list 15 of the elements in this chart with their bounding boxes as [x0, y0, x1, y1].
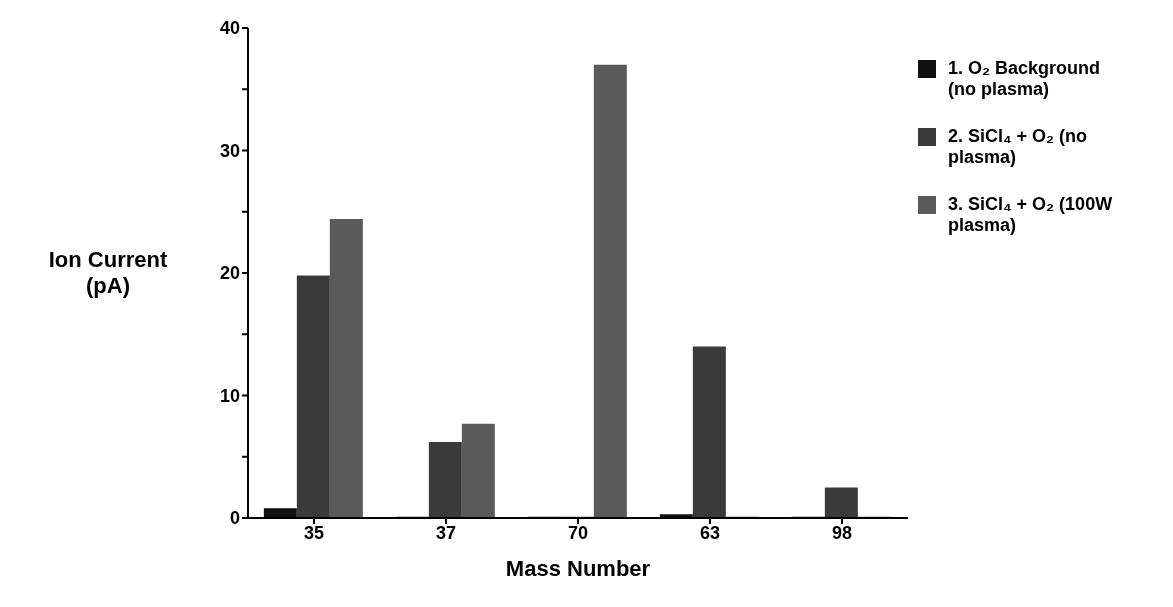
x-tick-label: 35 — [303, 522, 325, 543]
y-axis-title: Ion Current (pA) — [48, 247, 168, 298]
x-tick-label: 63 — [699, 522, 721, 543]
y-tick-label: 0 — [229, 508, 240, 529]
y-tick-label: 30 — [219, 140, 240, 161]
y-tick-label: 40 — [219, 18, 240, 39]
legend-label: 2. SiCl₄ + O₂ (no plasma) — [948, 126, 1089, 168]
x-axis-title: Mass Number — [505, 556, 651, 581]
x-tick-label: 98 — [831, 522, 853, 543]
y-tick-label: 10 — [219, 385, 240, 406]
legend-label: 1. O₂ Background (no plasma) — [948, 58, 1102, 100]
x-tick-label: 70 — [567, 522, 589, 543]
y-tick-label: 20 — [219, 263, 240, 284]
legend-label: 3. SiCl₄ + O₂ (100W plasma) — [948, 194, 1114, 236]
x-tick-label: 37 — [435, 522, 457, 543]
